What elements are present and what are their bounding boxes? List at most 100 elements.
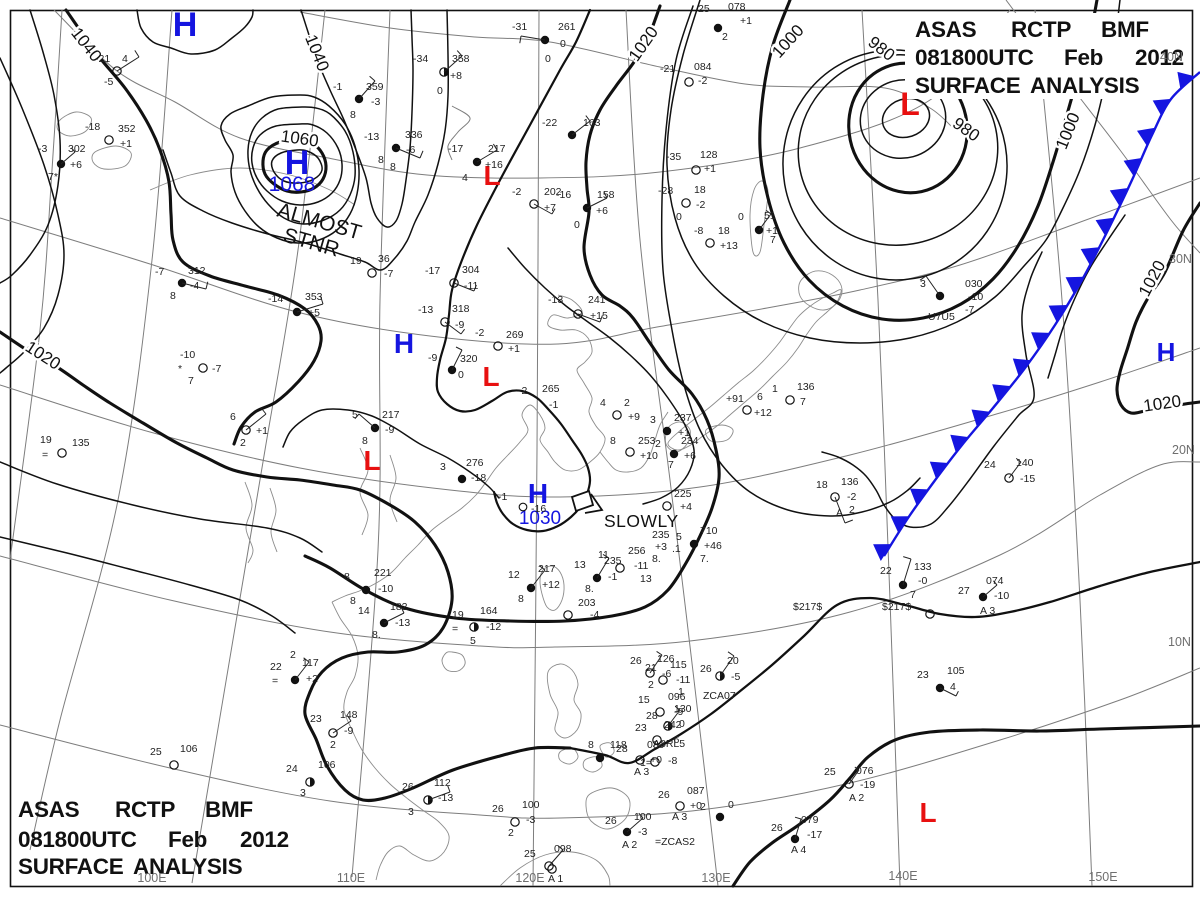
svg-text:2: 2	[624, 397, 630, 409]
svg-text:-31: -31	[512, 21, 527, 33]
svg-text:136: 136	[841, 476, 859, 488]
svg-text:24: 24	[286, 763, 298, 775]
svg-text:Feb: Feb	[1064, 45, 1103, 70]
svg-text:352: 352	[118, 123, 136, 135]
svg-text:-3: -3	[638, 826, 647, 838]
svg-text:SURFACE: SURFACE	[915, 73, 1021, 98]
svg-text:-2: -2	[518, 385, 527, 397]
svg-text:8.: 8.	[372, 629, 381, 641]
svg-text:217: 217	[382, 409, 400, 421]
svg-text:150E: 150E	[1088, 870, 1117, 884]
svg-text:0: 0	[437, 85, 443, 97]
svg-text:-8: -8	[694, 225, 703, 237]
svg-text:+6: +6	[596, 205, 608, 217]
svg-text:133: 133	[914, 561, 932, 573]
svg-text:081800UTC: 081800UTC	[915, 45, 1034, 70]
svg-text:106: 106	[180, 743, 198, 755]
svg-text:20: 20	[727, 655, 739, 667]
svg-text:24: 24	[984, 459, 996, 471]
svg-text:7: 7	[770, 234, 776, 246]
svg-text:1=: 1=	[640, 757, 652, 769]
svg-text:8: 8	[350, 109, 356, 121]
svg-text:=ZCAS2: =ZCAS2	[655, 836, 695, 848]
svg-text:100: 100	[634, 811, 652, 823]
svg-text:-4: -4	[590, 609, 599, 621]
svg-text:030: 030	[965, 278, 983, 290]
svg-text:A 3: A 3	[634, 766, 649, 778]
svg-text:BMF: BMF	[205, 797, 253, 822]
svg-text:18: 18	[694, 184, 706, 196]
svg-text:-8: -8	[668, 755, 677, 767]
svg-text:23: 23	[635, 722, 647, 734]
svg-text:269: 269	[506, 329, 524, 341]
svg-text:261: 261	[558, 21, 576, 33]
svg-text:ASAS: ASAS	[915, 17, 977, 42]
svg-text:8.: 8.	[652, 553, 661, 565]
svg-text:+1: +1	[740, 15, 752, 27]
svg-text:079: 079	[801, 814, 819, 826]
svg-text:Feb: Feb	[168, 827, 207, 852]
svg-text:-6: -6	[662, 668, 671, 680]
svg-text:14: 14	[358, 605, 370, 617]
svg-text:7: 7	[188, 375, 194, 387]
svg-text:-9: -9	[344, 725, 353, 737]
svg-text:4: 4	[122, 53, 128, 65]
svg-text:2: 2	[648, 679, 654, 691]
svg-text:ANALYSIS: ANALYSIS	[1030, 73, 1140, 98]
svg-text:1030: 1030	[519, 508, 561, 529]
svg-text:12: 12	[508, 569, 520, 581]
svg-text:4: 4	[600, 397, 606, 409]
svg-text:+15: +15	[590, 310, 608, 322]
svg-text:217: 217	[538, 563, 556, 575]
svg-text:19: 19	[40, 434, 52, 446]
svg-text:353: 353	[305, 291, 323, 303]
svg-text:+9: +9	[628, 411, 640, 423]
svg-text:242: 242	[664, 719, 682, 731]
svg-text:26: 26	[492, 803, 504, 815]
svg-text:8: 8	[350, 595, 356, 607]
svg-text:-13: -13	[395, 617, 410, 629]
svg-text:0: 0	[560, 38, 566, 50]
svg-text:+46: +46	[704, 540, 722, 552]
svg-text:25: 25	[824, 766, 836, 778]
svg-text:+0: +0	[690, 800, 702, 812]
svg-text:7: 7	[800, 396, 806, 408]
svg-text:100: 100	[522, 799, 540, 811]
svg-text:25: 25	[150, 746, 162, 758]
svg-text:=: =	[272, 675, 278, 687]
svg-text:-15: -15	[1020, 473, 1035, 485]
svg-text:L: L	[919, 797, 936, 828]
svg-text:ANALYSIS: ANALYSIS	[133, 854, 243, 879]
svg-text:25: 25	[698, 3, 710, 15]
svg-text:-22: -22	[542, 117, 557, 129]
svg-text:7*: 7*	[48, 171, 58, 183]
svg-text:0: 0	[676, 211, 682, 223]
svg-text:21: 21	[645, 662, 657, 674]
svg-text:8: 8	[170, 290, 176, 302]
svg-text:-21: -21	[660, 63, 675, 75]
svg-text:25: 25	[524, 848, 536, 860]
svg-text:1: 1	[678, 686, 684, 698]
svg-text:5: 5	[470, 635, 476, 647]
svg-text:SLOWLY: SLOWLY	[604, 511, 679, 531]
svg-text:-34: -34	[413, 53, 428, 65]
svg-text:$217$: $217$	[882, 601, 911, 613]
svg-text:-17: -17	[425, 265, 440, 277]
svg-text:8: 8	[610, 435, 616, 447]
svg-text:135: 135	[72, 437, 90, 449]
svg-text:235: 235	[652, 529, 670, 541]
svg-text:-13: -13	[364, 131, 379, 143]
svg-text:-19: -19	[860, 779, 875, 791]
svg-text:+1: +1	[120, 138, 132, 150]
svg-text:-9: -9	[674, 706, 683, 718]
svg-text:26: 26	[771, 822, 783, 834]
svg-text:10N: 10N	[1168, 635, 1191, 649]
svg-text:A 3: A 3	[980, 605, 995, 617]
svg-text:RCTP: RCTP	[115, 797, 175, 822]
svg-text:130E: 130E	[701, 871, 730, 885]
svg-text:A 3: A 3	[672, 811, 687, 823]
svg-text:$217$: $217$	[793, 601, 822, 613]
svg-text:-10: -10	[378, 583, 393, 595]
svg-text:-2: -2	[698, 75, 707, 87]
svg-text:+1: +1	[704, 163, 716, 175]
